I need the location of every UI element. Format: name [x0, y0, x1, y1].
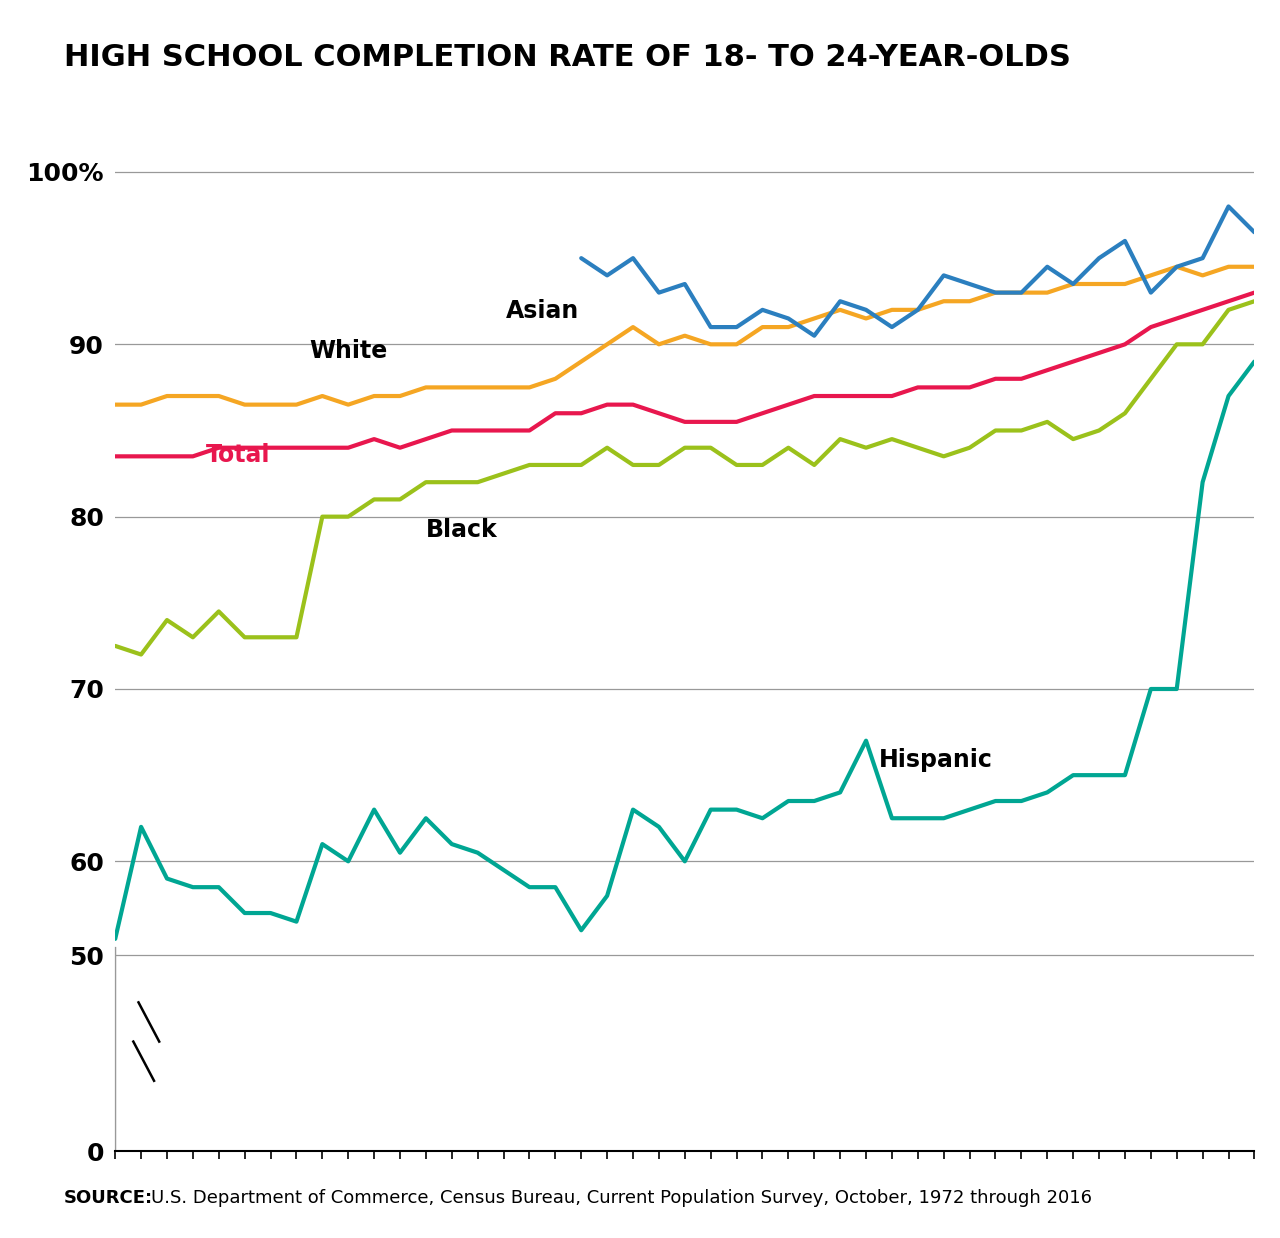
Text: HIGH SCHOOL COMPLETION RATE OF 18- TO 24-YEAR-OLDS: HIGH SCHOOL COMPLETION RATE OF 18- TO 24…	[64, 43, 1071, 72]
Text: Asian: Asian	[506, 300, 579, 323]
Text: SOURCE:: SOURCE:	[64, 1188, 154, 1207]
Text: Black: Black	[426, 519, 498, 542]
Text: Hispanic: Hispanic	[879, 748, 993, 771]
Text: Total: Total	[206, 442, 270, 467]
Text: White: White	[310, 339, 388, 363]
Text: U.S. Department of Commerce, Census Bureau, Current Population Survey, October, : U.S. Department of Commerce, Census Bure…	[151, 1188, 1092, 1207]
